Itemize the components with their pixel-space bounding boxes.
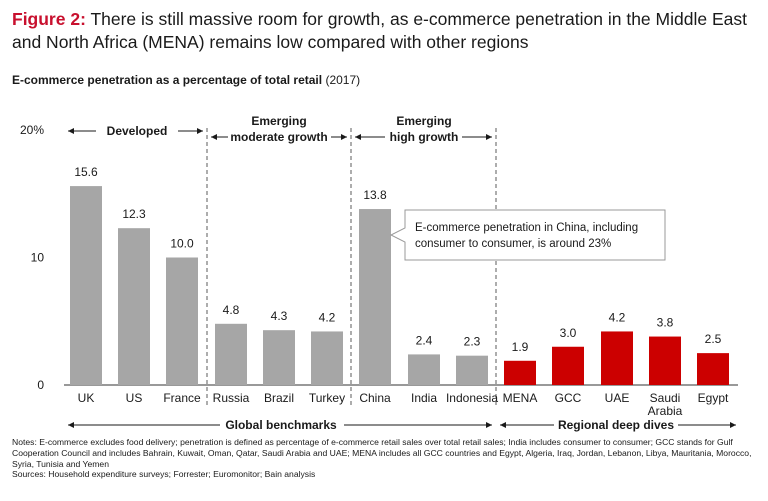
arrow-head-left (211, 134, 217, 140)
chart-subtitle: E-commerce penetration as a percentage o… (12, 73, 360, 87)
group-label: Global benchmarks (225, 418, 337, 432)
arrow-head-right (730, 422, 736, 428)
bar (601, 331, 633, 385)
annotation-text: E-commerce penetration in China, includi… (415, 222, 638, 234)
arrow-head-left (500, 422, 506, 428)
bar (70, 186, 102, 385)
group-label: Developed (107, 124, 168, 138)
data-label: 15.6 (74, 165, 98, 179)
category-label: UK (78, 391, 95, 405)
arrow-head-left (68, 422, 74, 428)
bar (166, 257, 198, 385)
figure-label: Figure 2: (12, 9, 86, 29)
y-tick-label: 20% (20, 123, 44, 137)
category-label: India (411, 391, 437, 405)
data-label: 2.4 (416, 333, 433, 347)
data-label: 4.2 (609, 310, 626, 324)
data-label: 3.8 (657, 316, 674, 330)
data-label: 3.0 (560, 326, 577, 340)
chart-sources: Sources: Household expenditure surveys; … (12, 469, 316, 479)
figure-text: There is still massive room for growth, … (12, 9, 747, 52)
bar-chart: 0 10 20% 15.6 UK 12.3 US 10.0 France 4.8 Russia 4.… (20, 114, 738, 432)
group-label: Regional deep dives (558, 418, 674, 432)
category-label: Russia (213, 391, 250, 405)
bar (118, 228, 150, 385)
bar (408, 354, 440, 385)
bar (552, 346, 584, 385)
bar (504, 360, 536, 385)
bar (263, 330, 295, 385)
bar (359, 209, 391, 385)
arrow-head-right (486, 134, 492, 140)
annotation-box (389, 209, 666, 261)
y-tick-label: 10 (31, 251, 45, 265)
category-label: Arabia (648, 404, 683, 418)
data-label: 1.9 (512, 340, 529, 354)
category-label: GCC (555, 391, 582, 405)
data-label: 12.3 (122, 207, 146, 221)
group-label: Emerging (396, 114, 451, 128)
bar (649, 336, 681, 385)
data-label: 2.3 (464, 335, 481, 349)
category-label: Brazil (264, 391, 294, 405)
arrow-head-right (197, 128, 203, 134)
category-label: China (359, 391, 391, 405)
data-label: 4.8 (223, 303, 240, 317)
bar (456, 355, 488, 385)
group-label: Emerging (251, 114, 306, 128)
bar (697, 353, 729, 385)
chart-labels: 15.6 UK 12.3 US 10.0 France 4.8 Russia 4.3 Brazil… (74, 165, 729, 418)
group-label: moderate growth (230, 130, 327, 144)
data-label: 4.3 (271, 309, 288, 323)
category-label: Saudi (650, 391, 681, 405)
group-label: high growth (390, 130, 459, 144)
category-label: UAE (605, 391, 630, 405)
data-label: 4.2 (319, 310, 336, 324)
category-label: Indonesia (446, 391, 498, 405)
subtitle-year: (2017) (325, 73, 361, 87)
chart-notes: Notes: E-commerce excludes food delivery… (12, 437, 752, 469)
data-label: 2.5 (705, 332, 722, 346)
arrow-head-right (486, 422, 492, 428)
annotation-text: consumer to consumer, is around 23% (415, 238, 611, 250)
data-label: 10.0 (170, 237, 194, 251)
subtitle-main: E-commerce penetration as a percentage o… (12, 73, 323, 87)
category-label: Egypt (698, 391, 729, 405)
bar (311, 331, 343, 385)
chart-bars (70, 186, 729, 385)
bar (215, 323, 247, 385)
category-label: MENA (503, 391, 538, 405)
arrow-head-left (68, 128, 74, 134)
data-label: 13.8 (363, 188, 387, 202)
category-label: France (163, 391, 201, 405)
y-tick-label: 0 (37, 378, 44, 392)
category-label: US (126, 391, 143, 405)
category-label: Turkey (309, 391, 345, 405)
arrow-head-left (355, 134, 361, 140)
figure-title: Figure 2: There is still massive room fo… (12, 8, 762, 54)
chart-groups: Developed Emerging moderate growth Emerging… (68, 114, 736, 432)
arrow-head-right (341, 134, 347, 140)
